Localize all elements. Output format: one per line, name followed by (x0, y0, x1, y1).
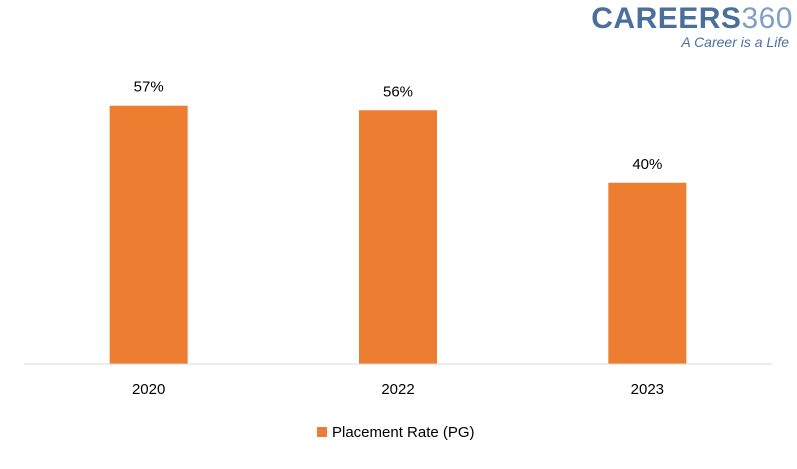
data-label-2020: 57% (134, 79, 164, 96)
legend-label: Placement Rate (PG) (332, 424, 475, 441)
data-label-2022: 56% (383, 83, 413, 100)
legend-swatch (317, 427, 327, 437)
data-labels-layer: 57% 56% 40% (134, 79, 663, 173)
careers360-logo: CAREERS360 A Career is a Life (591, 4, 795, 52)
logo-brand-part1: CAREERS (591, 2, 742, 35)
x-axis: 2020 2022 2023 (24, 363, 772, 398)
data-label-2023: 40% (632, 156, 662, 173)
bars-layer (109, 105, 687, 364)
bar-2020 (109, 105, 188, 364)
logo-wordmark: CAREERS360 (591, 4, 793, 34)
logo-brand-part2: 360 (741, 2, 793, 35)
logo-tagline: A Career is a Life (681, 34, 789, 50)
x-tick-label-2020: 2020 (132, 381, 165, 398)
x-tick-label-2023: 2023 (631, 381, 664, 398)
bar-2022 (359, 110, 437, 364)
bar-2023 (608, 182, 687, 364)
legend: Placement Rate (PG) (317, 424, 475, 441)
x-tick-label-2022: 2022 (381, 381, 414, 398)
